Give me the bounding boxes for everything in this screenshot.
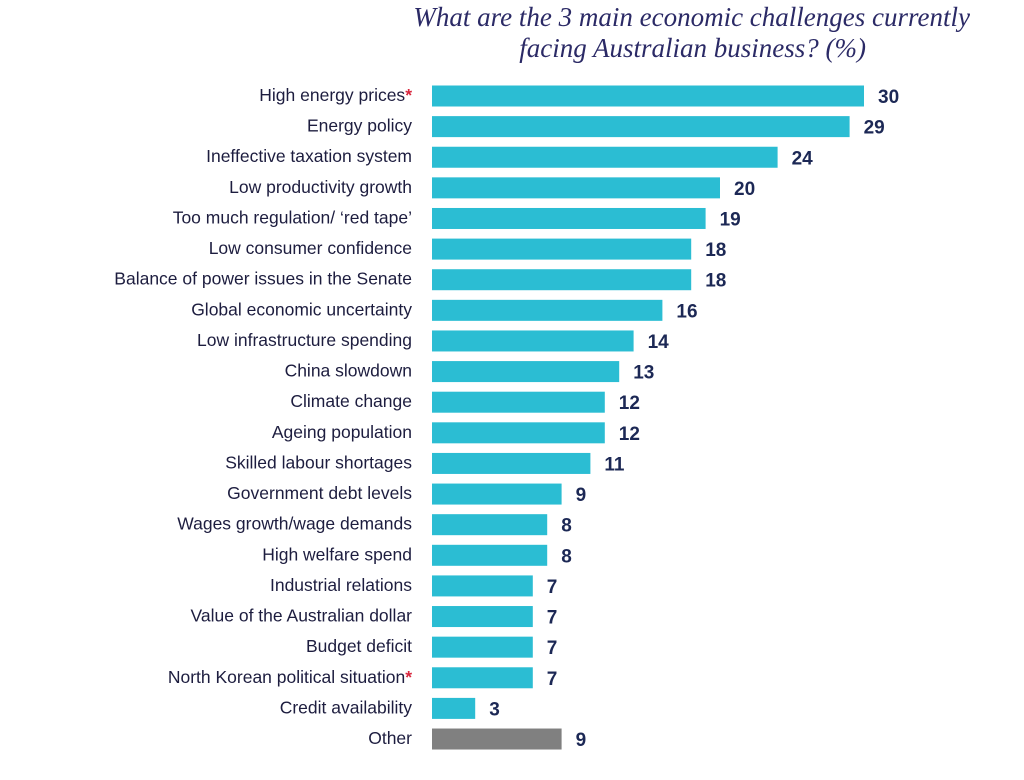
category-label: Credit availability: [280, 697, 413, 717]
value-label: 20: [734, 179, 755, 200]
category-text: Other: [368, 728, 412, 748]
category-label: Skilled labour shortages: [225, 452, 412, 472]
value-label: 30: [878, 87, 899, 108]
category-label: Ageing population: [272, 421, 412, 441]
bar: [432, 116, 850, 138]
footnote-mark: *: [405, 666, 412, 686]
category-label: High welfare spend: [262, 544, 412, 564]
category-text: Energy policy: [307, 115, 412, 135]
bar: [432, 422, 605, 444]
value-label: 29: [864, 118, 885, 139]
category-label: Wages growth/wage demands: [177, 513, 412, 533]
category-text: Government debt levels: [227, 483, 412, 503]
bar: [432, 207, 706, 229]
category-text: Climate change: [290, 391, 412, 411]
value-label: 7: [547, 608, 558, 629]
category-label: Other: [368, 728, 412, 748]
category-label: Too much regulation/ ‘red tape’: [173, 207, 412, 227]
category-label: Industrial relations: [270, 575, 412, 595]
bar: [432, 514, 548, 536]
category-text: Low infrastructure spending: [197, 330, 412, 350]
value-label: 12: [619, 393, 640, 414]
category-text: Credit availability: [280, 697, 413, 717]
category-label: Value of the Australian dollar: [191, 605, 413, 625]
category-text: Ageing population: [272, 421, 412, 441]
category-text: Balance of power issues in the Senate: [114, 268, 412, 288]
bar: [432, 146, 778, 168]
chart-title: What are the 3 main economic challenges …: [413, 2, 970, 32]
bar: [432, 728, 562, 750]
value-label: 12: [619, 424, 640, 445]
value-label: 18: [705, 271, 726, 292]
bar: [432, 85, 864, 107]
category-text: High energy prices: [259, 85, 405, 105]
category-text: Low consumer confidence: [209, 238, 412, 258]
value-label: 18: [705, 240, 726, 261]
value-label: 9: [576, 485, 587, 506]
category-text: Global economic uncertainty: [191, 299, 412, 319]
category-text: Skilled labour shortages: [225, 452, 412, 472]
value-label: 3: [489, 699, 500, 720]
category-text: North Korean political situation: [168, 666, 405, 686]
category-label: Climate change: [290, 391, 412, 411]
value-label: 14: [648, 332, 670, 353]
bar: [432, 636, 533, 658]
value-label: 13: [633, 363, 654, 384]
category-text: China slowdown: [285, 360, 412, 380]
bar: [432, 177, 720, 199]
value-label: 16: [676, 301, 697, 322]
category-text: Too much regulation/ ‘red tape’: [173, 207, 412, 227]
bar: [432, 391, 605, 413]
bar: [432, 361, 620, 383]
bar: [432, 299, 663, 321]
value-label: 7: [547, 638, 558, 659]
bar: [432, 238, 692, 260]
bar: [432, 452, 591, 474]
category-text: Value of the Australian dollar: [191, 605, 413, 625]
bar: [432, 269, 692, 291]
value-label: 7: [547, 577, 558, 598]
category-label: Low consumer confidence: [209, 238, 412, 258]
bar: [432, 697, 476, 719]
category-text: Wages growth/wage demands: [177, 513, 412, 533]
category-text: Low productivity growth: [229, 176, 412, 196]
bar: [432, 330, 634, 352]
category-text: High welfare spend: [262, 544, 412, 564]
category-label: Government debt levels: [227, 483, 412, 503]
bar: [432, 575, 533, 597]
category-text: Ineffective taxation system: [206, 146, 412, 166]
value-label: 8: [561, 516, 572, 537]
category-label: High energy prices*: [259, 85, 412, 105]
value-label: 19: [720, 209, 741, 230]
category-label: Balance of power issues in the Senate: [114, 268, 412, 288]
value-label: 9: [576, 730, 587, 751]
value-label: 11: [604, 454, 625, 475]
category-label: Ineffective taxation system: [206, 146, 412, 166]
category-label: Budget deficit: [306, 636, 412, 656]
bar: [432, 667, 533, 689]
chart-title: facing Australian business? (%): [519, 33, 866, 63]
value-label: 8: [561, 546, 572, 567]
bar: [432, 544, 548, 566]
footnote-mark: *: [405, 85, 412, 105]
category-text: Budget deficit: [306, 636, 412, 656]
category-label: North Korean political situation*: [168, 666, 412, 686]
category-label: Energy policy: [307, 115, 412, 135]
value-label: 7: [547, 669, 558, 690]
category-text: Industrial relations: [270, 575, 412, 595]
category-label: China slowdown: [285, 360, 412, 380]
value-label: 24: [792, 148, 814, 169]
bar: [432, 483, 562, 505]
bar: [432, 606, 533, 628]
category-label: Low productivity growth: [229, 176, 412, 196]
category-label: Global economic uncertainty: [191, 299, 412, 319]
category-label: Low infrastructure spending: [197, 330, 412, 350]
